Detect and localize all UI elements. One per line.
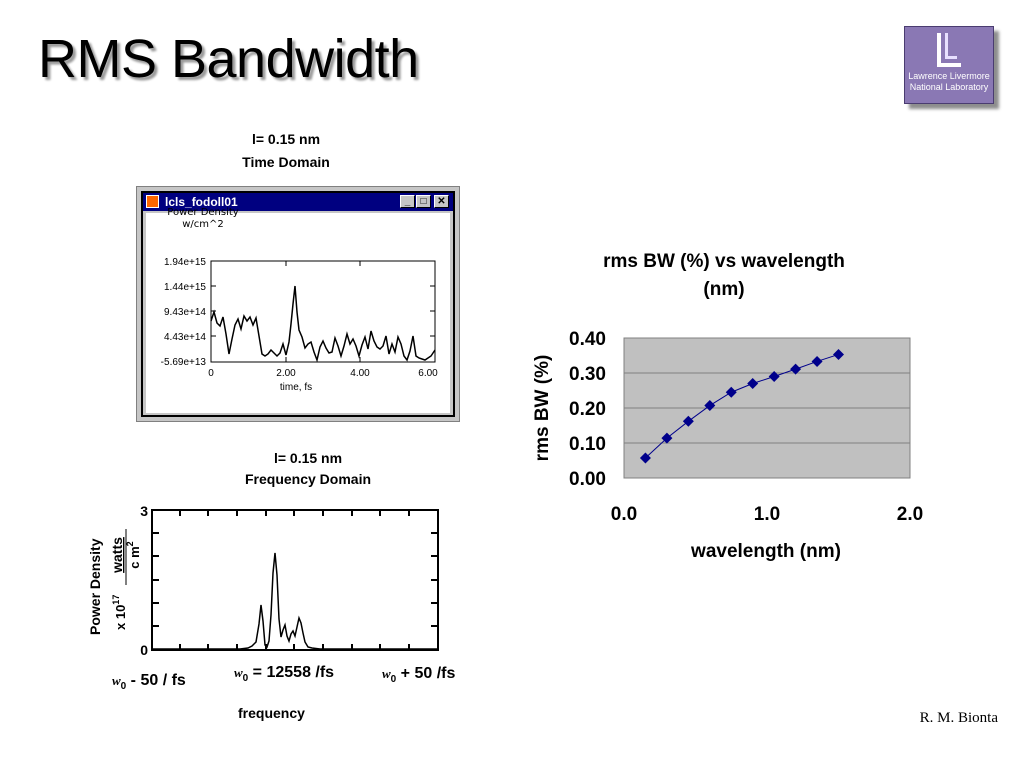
chart-xlabel: wavelength (nm) — [690, 541, 841, 562]
fd-xlabel-right: w0 + 50 /fs — [382, 665, 456, 686]
td-trace — [210, 285, 436, 363]
logo-line2: National Laboratory — [909, 82, 989, 92]
fd-ylabel-b-den: c m2 — [125, 541, 142, 568]
data-point — [704, 400, 716, 412]
time-domain-plot: 1.94e+15 1.44e+15 9.43e+14 4.43e+14 -5.6… — [161, 257, 438, 393]
x-tick-label: 1.0 — [754, 504, 780, 525]
frequency-domain-plot: Power Density x 1017 watts c m2 3 0 — [87, 503, 439, 658]
td-ticks — [211, 260, 435, 362]
window-title: lcls_fodoll01 — [165, 195, 238, 209]
data-point — [661, 432, 673, 444]
td-ytick-1: 1.44e+15 — [164, 282, 206, 293]
fd-ytick-0: 0 — [140, 642, 148, 658]
slide-title: RMS Bandwidth — [38, 29, 419, 89]
chart-title-2: (nm) — [703, 279, 744, 300]
td-ytick-0: 1.94e+15 — [164, 257, 206, 268]
fd-xlabel: frequency — [238, 705, 305, 721]
chart-grid — [624, 372, 910, 444]
fd-ytick-3: 3 — [140, 503, 148, 519]
rms-bw-chart: rms BW (%) vs wavelength (nm) 0.400.300.… — [532, 251, 923, 562]
td-ytick-3: 4.43e+14 — [164, 332, 206, 343]
data-point — [833, 348, 844, 360]
time-domain-caption-2: Time Domain — [242, 154, 330, 170]
x-tick-label: 0.0 — [611, 504, 637, 525]
td-xtick-1: 2.00 — [276, 368, 296, 379]
data-point — [790, 363, 802, 375]
td-ylabel-2: w/cm^2 — [182, 219, 224, 230]
td-xtick-2: 4.00 — [350, 368, 370, 379]
data-point — [639, 452, 651, 464]
data-point — [768, 371, 780, 382]
author-credit: R. M. Bionta — [919, 710, 998, 726]
fd-trace — [152, 552, 438, 650]
time-domain-caption-1: l= 0.15 nm — [251, 131, 321, 147]
data-point — [811, 355, 823, 367]
fd-ylabel-a: Power Density — [87, 538, 103, 635]
td-ylabel-1: Power Density — [167, 207, 239, 218]
td-ytick-4: -5.69e+13 — [161, 357, 207, 368]
time-domain-window: lcls_fodoll01 _ □ ✕ Power Density w/cm^2… — [136, 186, 460, 422]
time-domain-client: Power Density w/cm^2 1.94e+15 1.44e+15 9… — [146, 207, 450, 413]
close-button[interactable]: ✕ — [434, 195, 449, 208]
data-point — [725, 386, 737, 398]
fd-xlabel-left: w0 - 50 / fs — [112, 672, 186, 693]
y-tick-label: 0.10 — [569, 434, 606, 455]
y-tick-label: 0.40 — [569, 329, 606, 350]
logo-mark-icon — [937, 33, 961, 67]
series-line — [645, 353, 839, 459]
fd-ticks — [152, 510, 438, 650]
td-ytick-2: 9.43e+14 — [164, 307, 206, 318]
logo-line1: Lawrence Livermore — [908, 71, 990, 81]
fd-ylabel-b-num: watts — [109, 537, 125, 574]
fd-xlabel-center: w0 = 12558 /fs — [234, 664, 335, 685]
y-tick-label: 0.00 — [569, 469, 606, 490]
maximize-button[interactable]: □ — [416, 195, 431, 208]
chart-y-tick-labels: 0.40 0.30 0.20 0.10 0.00 — [569, 329, 606, 490]
y-tick-label: 0.20 — [569, 399, 606, 420]
chart-ylabel: rms BW (%) — [532, 355, 553, 462]
minimize-button[interactable]: _ — [400, 195, 415, 208]
llnl-logo: Lawrence Livermore National Laboratory — [904, 26, 994, 104]
chart-x-tick-labels: 0.0 1.0 2.0 — [611, 504, 923, 525]
window-titlebar[interactable]: lcls_fodoll01 _ □ ✕ — [143, 193, 453, 211]
logo-mark-inner-icon — [945, 33, 957, 59]
td-xlabel: time, fs — [280, 382, 312, 393]
chart-title-1: rms BW (%) vs wavelength — [603, 251, 845, 272]
td-xtick-3: 6.00 — [418, 368, 438, 379]
td-xtick-0: 0 — [208, 368, 214, 379]
app-icon — [146, 195, 159, 208]
data-point — [682, 415, 694, 427]
freq-domain-caption-2: Frequency Domain — [244, 471, 372, 487]
series-points — [639, 348, 844, 464]
fd-ylabel-c: x 1017 — [111, 595, 128, 630]
fd-plot-frame — [151, 509, 439, 651]
data-point — [747, 378, 759, 389]
y-tick-label: 0.30 — [569, 364, 606, 385]
freq-domain-caption-1: l= 0.15 nm — [273, 450, 343, 466]
x-tick-label: 2.0 — [897, 504, 923, 525]
